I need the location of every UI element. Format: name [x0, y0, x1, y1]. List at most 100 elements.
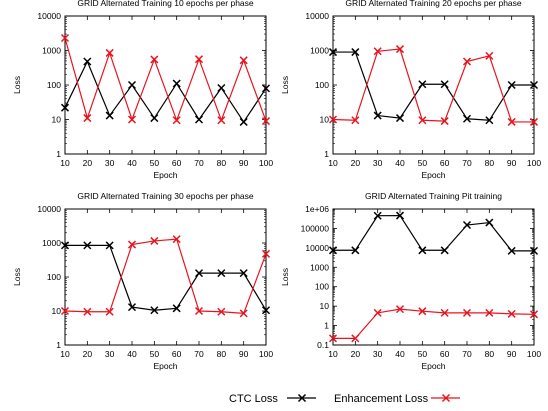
- data-point: [328, 48, 338, 57]
- x-tick-label: 30: [373, 349, 383, 359]
- x-tick-label: 100: [259, 158, 273, 168]
- data-point: [462, 57, 472, 66]
- y-axis-label: Loss: [280, 268, 290, 286]
- data-point: [60, 241, 70, 250]
- data-point: [172, 79, 181, 88]
- y-tick-label: 10: [320, 301, 330, 311]
- data-point: [217, 116, 226, 125]
- data-point: [373, 47, 382, 56]
- data-point: [507, 246, 516, 255]
- plot-frame: [64, 208, 267, 346]
- x-axis-label: Epoch: [153, 361, 177, 371]
- data-point: [373, 308, 382, 317]
- data-point: [485, 116, 494, 125]
- y-tick-label: 1000: [42, 46, 61, 56]
- y-tick-label: 100: [315, 80, 329, 90]
- data-point: [217, 269, 226, 278]
- data-point: [418, 116, 427, 125]
- data-point: [239, 56, 248, 65]
- y-tick-label: 100: [315, 282, 329, 292]
- chart-title: GRID Alternated Training 30 epochs per p…: [77, 191, 254, 201]
- x-tick-label: 20: [351, 158, 361, 168]
- data-point: [373, 211, 382, 220]
- y-tick-label: 10: [52, 115, 62, 125]
- x-tick-label: 40: [395, 349, 405, 359]
- x-tick-label: 50: [150, 349, 160, 359]
- data-point: [351, 48, 360, 57]
- data-point: [373, 111, 382, 120]
- data-point: [127, 80, 137, 90]
- y-tick-label: 100: [47, 80, 61, 90]
- legend: CTC Loss Enhancement Loss: [229, 393, 460, 405]
- data-point: [261, 117, 271, 126]
- chart-title: GRID Alternated Training 10 epochs per p…: [77, 0, 254, 8]
- chart-panel-1: GRID Alternated Training 10 epochs per p…: [12, 0, 273, 180]
- data-point: [217, 307, 226, 316]
- data-point: [462, 308, 472, 317]
- x-tick-label: 100: [527, 158, 541, 168]
- y-tick-label: 100: [47, 272, 61, 282]
- x-tick-label: 90: [239, 158, 249, 168]
- series-enhancement-loss: [60, 235, 271, 318]
- data-point: [351, 246, 360, 255]
- chart-panel-3: GRID Alternated Training 30 epochs per p…: [12, 191, 273, 371]
- data-point: [395, 305, 405, 314]
- series-line: [333, 51, 534, 121]
- series-line: [64, 60, 267, 124]
- x-tick-label: 40: [395, 158, 405, 168]
- data-point: [239, 309, 248, 318]
- data-point: [194, 115, 204, 124]
- y-tick-label: 0.1: [317, 340, 329, 350]
- data-point: [105, 48, 114, 57]
- data-point: [194, 55, 204, 64]
- x-tick-label: 50: [418, 158, 428, 168]
- data-point: [440, 308, 449, 317]
- x-tick-label: 50: [418, 349, 428, 359]
- data-point: [172, 304, 181, 313]
- y-tick-label: 10: [52, 306, 62, 316]
- x-tick-label: 20: [83, 349, 93, 359]
- data-point: [194, 269, 204, 278]
- data-point: [418, 307, 427, 316]
- plot-frame: [64, 15, 267, 155]
- series-ctc-loss: [328, 48, 539, 125]
- data-point: [105, 241, 114, 250]
- x-axis-label: Epoch: [421, 170, 445, 180]
- data-point: [395, 114, 405, 123]
- y-tick-label: 10000: [305, 243, 329, 253]
- x-tick-label: 30: [105, 158, 115, 168]
- x-tick-label: 20: [83, 158, 93, 168]
- x-tick-label: 90: [239, 349, 249, 359]
- data-point: [172, 235, 181, 244]
- data-point: [194, 306, 204, 316]
- data-point: [507, 80, 516, 90]
- data-point: [83, 57, 92, 66]
- y-tick-label: 1e+06: [305, 204, 329, 214]
- data-point: [217, 83, 226, 93]
- series-ctc-loss: [60, 57, 271, 126]
- data-point: [485, 51, 494, 60]
- x-tick-label: 30: [105, 349, 115, 359]
- data-point: [261, 84, 271, 93]
- y-tick-label: 1: [56, 149, 61, 159]
- x-tick-label: 100: [259, 349, 273, 359]
- data-point: [529, 310, 539, 319]
- y-tick-label: 1000: [42, 238, 61, 248]
- series-enhancement-loss: [60, 33, 271, 126]
- x-tick-label: 70: [462, 349, 472, 359]
- data-point: [261, 306, 271, 315]
- data-point: [395, 45, 405, 54]
- data-point: [418, 80, 427, 89]
- x-tick-label: 100: [527, 349, 541, 359]
- y-tick-label: 10000: [305, 11, 329, 21]
- y-tick-label: 1: [56, 340, 61, 350]
- data-point: [440, 80, 449, 89]
- data-point: [395, 211, 405, 220]
- x-tick-label: 20: [351, 349, 361, 359]
- x-tick-label: 30: [373, 158, 383, 168]
- legend-ctc-swatch: [287, 393, 316, 403]
- data-point: [83, 307, 92, 316]
- data-point: [150, 306, 159, 315]
- y-tick-label: 1000: [310, 46, 329, 56]
